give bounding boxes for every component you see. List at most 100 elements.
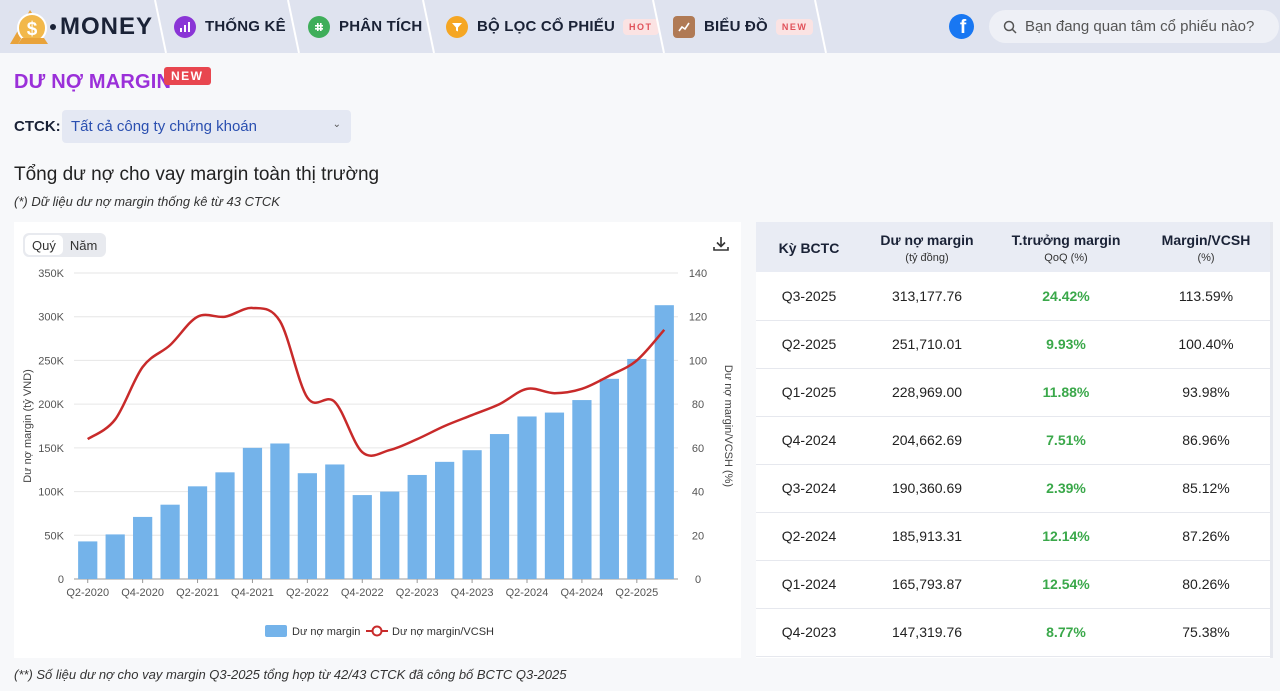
header-sub: (tỷ đồng) [905,252,949,264]
tab-label: THỐNG KÊ [205,18,286,35]
ratio-line [87,306,666,457]
table-scrollbar[interactable] [1270,222,1273,658]
x-tick-label: Q2-2024 [506,587,549,599]
bar-Q4-2022 [352,495,372,579]
cell-growth: 12.54% [1042,576,1090,592]
table-row[interactable]: Q3-2024 190,360.69 2.39% 85.12% [756,464,1272,512]
year-toggle[interactable]: Năm [69,237,98,253]
cell-ratio: 100.40% [1178,336,1234,352]
x-tick-label: Q4-2023 [451,587,494,599]
cell-ratio: 87.26% [1182,528,1230,544]
search-box[interactable] [989,10,1279,43]
col-ky-bctc[interactable]: Kỳ BCTC [756,222,862,272]
new-badge: NEW [164,67,211,85]
cell-margin: 190,360.69 [891,480,963,496]
y-tick-right: 20 [692,530,704,542]
table-row[interactable]: Q1-2025 228,969.00 11.88% 93.98% [756,368,1272,416]
tab-divider [154,0,167,53]
x-tick-label: Q4-2021 [231,587,274,599]
cell-growth: 7.51% [1046,432,1086,448]
tab-label: BIỂU ĐỒ [704,18,768,35]
bar-Q3-2021 [215,472,235,579]
col-du-no[interactable]: Dư nợ margin (tỷ đồng) [862,222,992,272]
tab-bieu-do[interactable]: BIỂU ĐỒ NEW [673,0,814,53]
y-tick-left: 50K [44,530,64,542]
cell-growth: 24.42% [1042,287,1090,304]
download-icon[interactable] [711,234,731,254]
x-tick-label: Q2-2020 [66,587,109,599]
tab-divider [422,0,435,53]
x-tick-label: Q4-2022 [341,587,384,599]
search-input[interactable] [1025,18,1265,35]
ctck-select[interactable]: Tất cả công ty chứng khoán ⌄ [62,110,351,143]
margin-chart: 0 50K 100K 150K 200K 250K 300K 350K 0 20 40 60 80 100… [22,268,734,638]
filter-icon [446,15,468,38]
tab-phan-tich[interactable]: PHÂN TÍCH [308,0,423,53]
table-row[interactable]: Q4-2024 204,662.69 7.51% 86.96% [756,416,1272,464]
legend-bar-swatch [265,625,287,637]
tab-divider [287,0,300,53]
table-row[interactable]: Q1-2024 165,793.87 12.54% 80.26% [756,560,1272,608]
search-icon [1003,20,1017,34]
bar-Q2-2023 [407,474,427,579]
y-tick-left: 100K [38,487,64,499]
quarter-toggle[interactable]: Quý [25,235,63,255]
legend-bar-label: Dư nợ margin [292,626,360,638]
new-badge: NEW [775,18,814,35]
cell-margin: 165,793.87 [891,576,963,592]
margin-table: Kỳ BCTC Dư nợ margin (tỷ đồng) T.trưởng m… [756,222,1272,658]
col-tang-truong[interactable]: T.trưởng margin QoQ (%) [992,222,1140,272]
y-tick-right: 100 [689,355,707,367]
y-tick-left: 200K [38,399,64,411]
data-note: (*) Dữ liệu dư nợ margin thống kê từ 43 … [14,194,280,209]
y-axis-title-left: Dư nợ margin (tỷ VND) [22,369,34,483]
legend-line-marker [371,625,383,637]
logo-text: MONEY [60,13,154,40]
legend-line-label: Dư nợ margin/VCSH [392,626,494,638]
cell-period: Q3-2025 [781,287,837,304]
cell-period: Q1-2024 [781,576,837,592]
cell-margin: 147,319.76 [891,624,963,640]
logo[interactable]: $ MONEY [8,6,153,48]
cell-growth: 8.77% [1046,624,1086,640]
bar-Q3-2025 [654,305,674,579]
header-title: Margin/VCSH [1161,232,1251,248]
cell-period: Q1-2025 [781,384,837,400]
tab-label: PHÂN TÍCH [339,18,423,35]
ctck-selected-value: Tất cả công ty chứng khoán [71,118,257,135]
tab-thong-ke[interactable]: THỐNG KÊ [174,0,286,53]
col-margin-vcsh[interactable]: Margin/VCSH (%) [1140,222,1272,272]
header-title: T.trưởng margin [1011,232,1121,248]
top-navigation: $ MONEY THỐNG KÊ PHÂN TÍCH BỘ LỌC CỔ PHI… [0,0,1280,53]
bar-Q4-2023 [462,450,482,579]
table-row[interactable]: Q2-2025 251,710.01 9.93% 100.40% [756,320,1272,368]
y-tick-left: 150K [38,443,64,455]
cell-margin: 251,710.01 [891,336,963,352]
period-toggle: Quý Năm [23,233,107,257]
tab-bo-loc-co-phieu[interactable]: BỘ LỌC CỔ PHIẾU HOT [446,0,659,53]
page-title: DƯ NỢ MARGIN [14,71,172,93]
bar-Q3-2024 [544,412,565,579]
header-title: Dư nợ margin [880,232,974,248]
y-tick-left: 350K [38,268,64,280]
table-row[interactable]: Q4-2023 147,319.76 8.77% 75.38% [756,608,1272,656]
bar-Q2-2025 [627,358,647,579]
cell-ratio: 85.12% [1182,480,1230,496]
tab-divider [652,0,665,53]
header-sub: (%) [1197,252,1215,264]
cell-margin: 313,177.76 [891,287,963,304]
chevron-down-icon: ⌄ [332,119,341,130]
table-row[interactable]: Q3-2025 313,177.76 24.42% 113.59% [756,272,1272,320]
facebook-icon[interactable]: f [949,14,974,39]
x-tick-label: Q2-2022 [286,587,329,599]
x-tick-label: Q2-2021 [176,587,219,599]
cell-ratio: 113.59% [1178,287,1234,304]
y-tick-right: 40 [692,487,704,499]
chart-panel: 0 50K 100K 150K 200K 250K 300K 350K 0 20 40 60 80 100… [14,222,741,658]
bar-Q1-2022 [270,443,290,579]
y-tick-left: 300K [38,312,64,324]
table-row[interactable]: Q2-2024 185,913.31 12.14% 87.26% [756,512,1272,560]
x-tick-label: Q4-2024 [561,587,604,599]
cell-margin: 228,969.00 [891,384,963,400]
cell-period: Q2-2025 [781,336,837,352]
